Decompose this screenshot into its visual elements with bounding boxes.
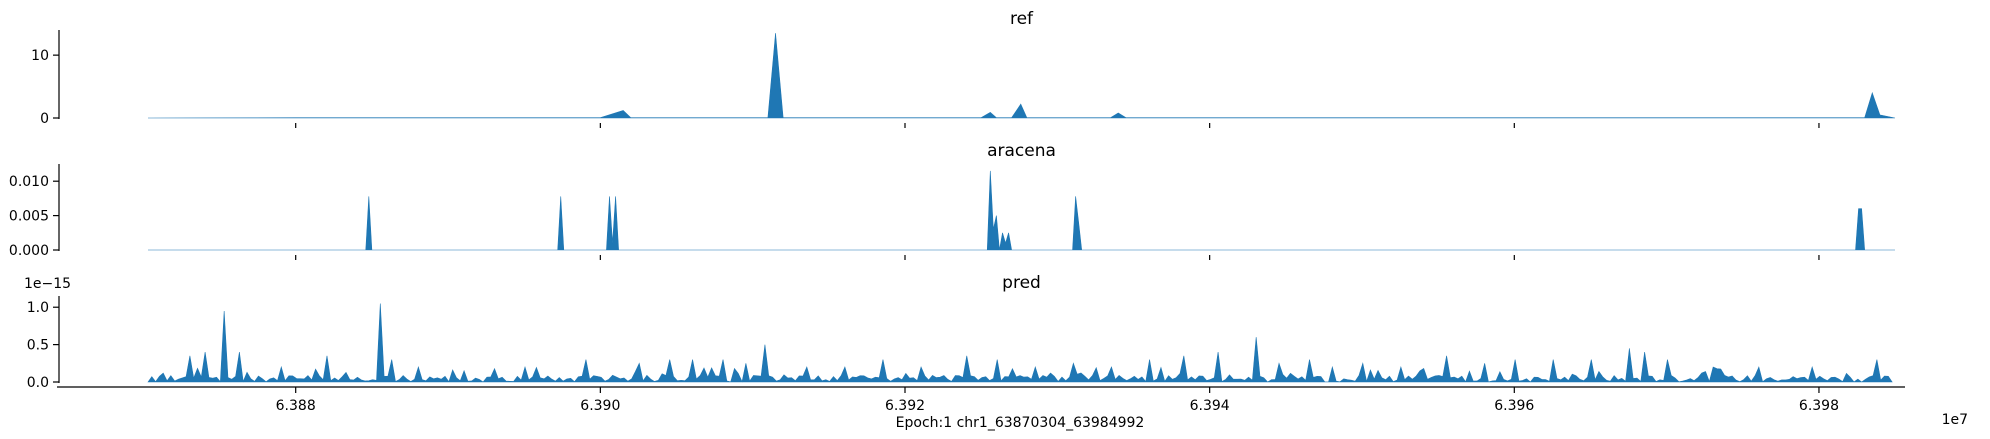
panel-pred: pred 0.0 0.5 1.0 1e−15 [24,273,1893,391]
x-ticks: 6.388 6.390 6.392 6.394 6.396 6.398 [276,387,1839,414]
y-tick-label: 1.0 [27,300,49,316]
series-area-ref [147,33,1896,119]
x-tick-label: 6.398 [1799,398,1839,414]
y-tick-label: 10 [31,48,49,64]
panel-title: pred [1002,273,1041,293]
panel-ref: ref 0 10 [31,9,1896,128]
x-axis: 6.388 6.390 6.392 6.394 6.396 6.398 Epoch:1 c… [57,386,1968,431]
panel-title: ref [1010,9,1034,29]
x-tick-label: 6.392 [885,398,925,414]
x-tick-label: 6.396 [1494,398,1534,414]
x-tick-label: 6.388 [276,398,316,414]
series-area-aracena [148,170,1895,251]
y-offset-label: 1e−15 [24,276,71,292]
y-tick-label: 0 [40,111,49,127]
y-tick-label: 0.5 [27,338,49,354]
chart-panels: ref 0 10 aracena 0.000 0.005 0.010 pred 0.0 0.5 1.… [9,9,1896,391]
y-tick-label: 0.000 [9,243,49,259]
panel-aracena: aracena 0.000 0.005 0.010 [9,141,1895,260]
panel-title: aracena [987,141,1056,161]
y-tick-label: 0.010 [9,174,49,190]
series-area-pred [147,303,1893,383]
y-tick-label: 0.005 [9,209,49,225]
x-tick-label: 6.394 [1190,398,1230,414]
y-tick-label: 0.0 [27,375,49,391]
x-offset-label: 1e7 [1942,412,1968,428]
x-axis-label: Epoch:1 chr1_63870304_63984992 [896,415,1145,431]
x-tick-label: 6.390 [580,398,620,414]
